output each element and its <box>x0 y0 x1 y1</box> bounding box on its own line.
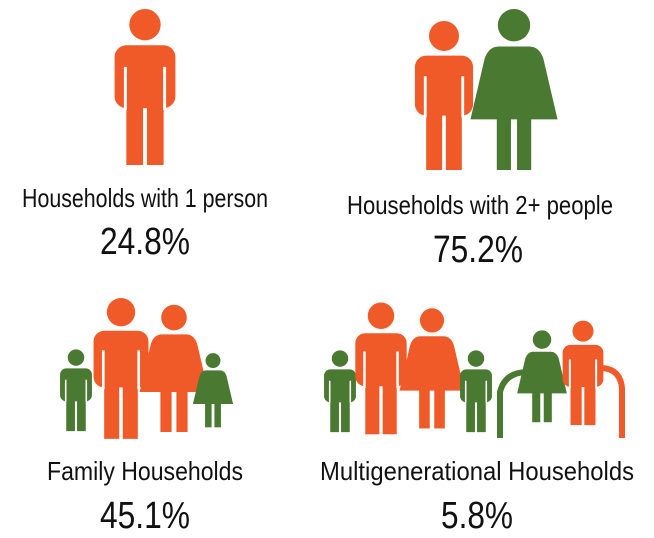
item-label: Households with 1 person <box>22 183 268 213</box>
page: {"items": [ {"label": "Households with 1… <box>0 0 654 538</box>
icon-multigenerational <box>324 303 622 438</box>
item-label: Multigenerational Households <box>320 456 634 486</box>
item-label: Households with 2+ people <box>347 190 613 220</box>
item-value: 45.1% <box>100 495 190 537</box>
item-value: 24.8% <box>100 221 190 263</box>
item-value: 5.8% <box>441 495 513 537</box>
item-label: Family Households <box>47 456 243 486</box>
icon-couple <box>415 9 558 170</box>
icon-family <box>60 298 233 439</box>
item-value: 75.2% <box>433 229 523 271</box>
infographic: Households with 1 person 24.8% Household… <box>0 0 654 538</box>
icon-single <box>115 9 176 165</box>
